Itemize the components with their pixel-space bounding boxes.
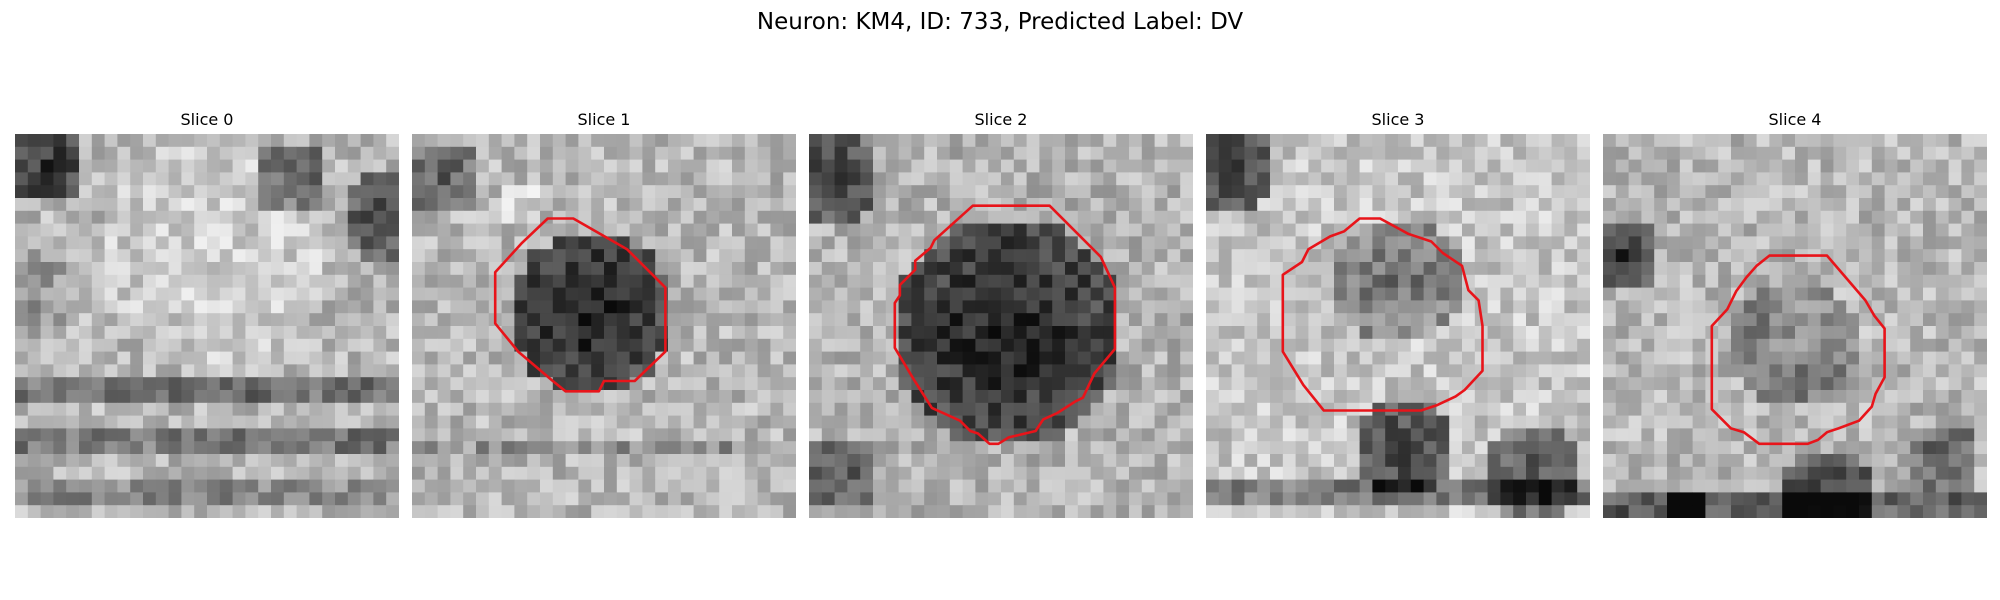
figure-title: Neuron: KM4, ID: 733, Predicted Label: D… xyxy=(756,9,1244,35)
microscopy-image xyxy=(412,134,796,518)
slice-panel-3: Slice 3 xyxy=(1206,108,1590,520)
slice-title: Slice 3 xyxy=(1371,110,1425,129)
slice-title: Slice 0 xyxy=(180,110,234,129)
slice-panel-1: Slice 1 xyxy=(412,108,796,520)
microscopy-image xyxy=(809,134,1193,518)
slice-title: Slice 4 xyxy=(1768,110,1822,129)
slice-panel-2: Slice 2 xyxy=(809,108,1193,520)
microscopy-image xyxy=(1603,134,1987,518)
segmentation-outline xyxy=(1710,254,1886,446)
slice-panel-4: Slice 4 xyxy=(1603,108,1987,520)
slice-panel-0: Slice 0 xyxy=(15,108,399,520)
slice-title: Slice 1 xyxy=(577,110,631,129)
segmentation-outline xyxy=(493,217,667,393)
microscopy-image xyxy=(15,134,399,518)
microscopy-image xyxy=(1206,134,1590,518)
segmentation-outline xyxy=(1281,217,1484,412)
segmentation-outline xyxy=(893,204,1117,446)
slice-title: Slice 2 xyxy=(974,110,1028,129)
